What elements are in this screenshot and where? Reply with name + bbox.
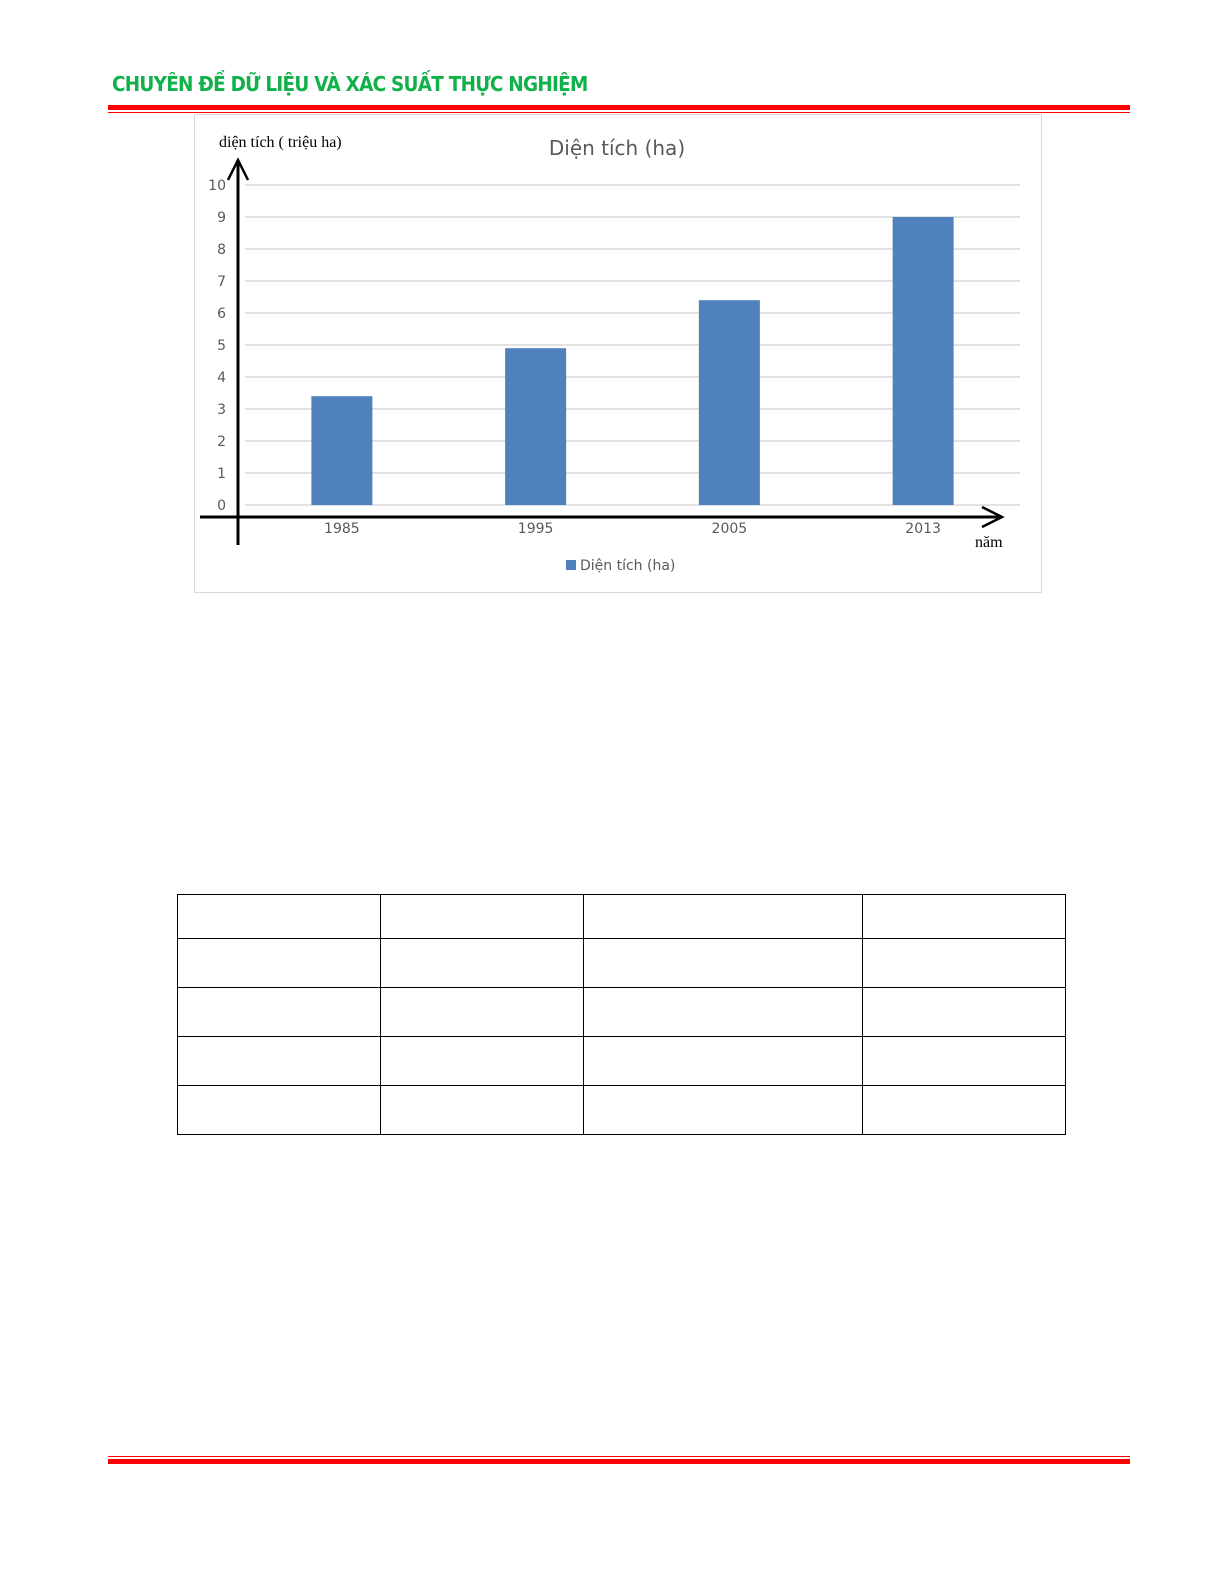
y-axis-arrowhead: [226, 157, 250, 181]
x-tick-label: 2013: [905, 521, 941, 537]
x-axis-arrowhead: [981, 505, 1005, 529]
table-cell: [177, 938, 381, 988]
table-cell: [583, 1085, 863, 1135]
x-axis-label: năm: [975, 534, 1003, 551]
y-tick-label: 9: [217, 210, 226, 226]
footer-rule-thin: [108, 1456, 1130, 1457]
chart-title: Diện tích (ha): [549, 136, 685, 160]
bar-1995: [505, 348, 567, 505]
table-row: [177, 894, 1066, 939]
x-tick-label: 1995: [518, 521, 554, 537]
y-tick-label: 4: [217, 370, 226, 386]
table-cell: [177, 1036, 381, 1086]
header-rule: [108, 105, 1130, 110]
header-rule-thin: [108, 112, 1130, 113]
y-tick-label: 2: [217, 434, 226, 450]
table-cell: [862, 1036, 1066, 1086]
table-cell: [583, 938, 863, 988]
table-cell: [380, 1036, 584, 1086]
table-cell: [177, 987, 381, 1037]
table-cell: [583, 894, 863, 939]
x-tick-label: 1985: [324, 521, 360, 537]
table-cell: [583, 987, 863, 1037]
y-tick-label: 7: [217, 274, 226, 290]
table-cell: [177, 894, 381, 939]
page-header-title: CHUYÊN ĐỀ DỮ LIỆU VÀ XÁC SUẤT THỰC NGHIỆ…: [112, 72, 588, 96]
table-cell: [862, 987, 1066, 1037]
y-tick-label: 5: [217, 338, 226, 354]
y-tick-label: 3: [217, 402, 226, 418]
table-cell: [862, 894, 1066, 939]
table-cell: [862, 1085, 1066, 1135]
table-row: [177, 1085, 1066, 1135]
footer-rule: [108, 1459, 1130, 1464]
x-tick-label: 2005: [712, 521, 748, 537]
y-tick-label: 8: [217, 242, 226, 258]
legend-label: Diện tích (ha): [580, 558, 675, 574]
bar-2013: [892, 217, 954, 505]
y-tick-label: 6: [217, 306, 226, 322]
table-cell: [380, 894, 584, 939]
table-cell: [583, 1036, 863, 1086]
table-cell: [380, 987, 584, 1037]
y-axis-label: diện tích ( triệu ha): [219, 134, 342, 151]
legend-swatch: [566, 560, 576, 570]
table-row: [177, 938, 1066, 988]
table-row: [177, 987, 1066, 1037]
bar-2005: [698, 300, 760, 505]
table-cell: [380, 1085, 584, 1135]
table-cell: [380, 938, 584, 988]
table-cell: [177, 1085, 381, 1135]
table-row: [177, 1036, 1066, 1086]
table-cell: [862, 938, 1066, 988]
y-tick-label: 10: [208, 178, 226, 194]
empty-table: [177, 894, 1066, 1135]
y-tick-label: 0: [217, 498, 226, 514]
bar-1985: [311, 396, 373, 505]
bar-chart: Diện tích (ha) diện tích ( triệu ha) năm…: [194, 114, 1042, 593]
y-tick-label: 1: [217, 466, 226, 482]
